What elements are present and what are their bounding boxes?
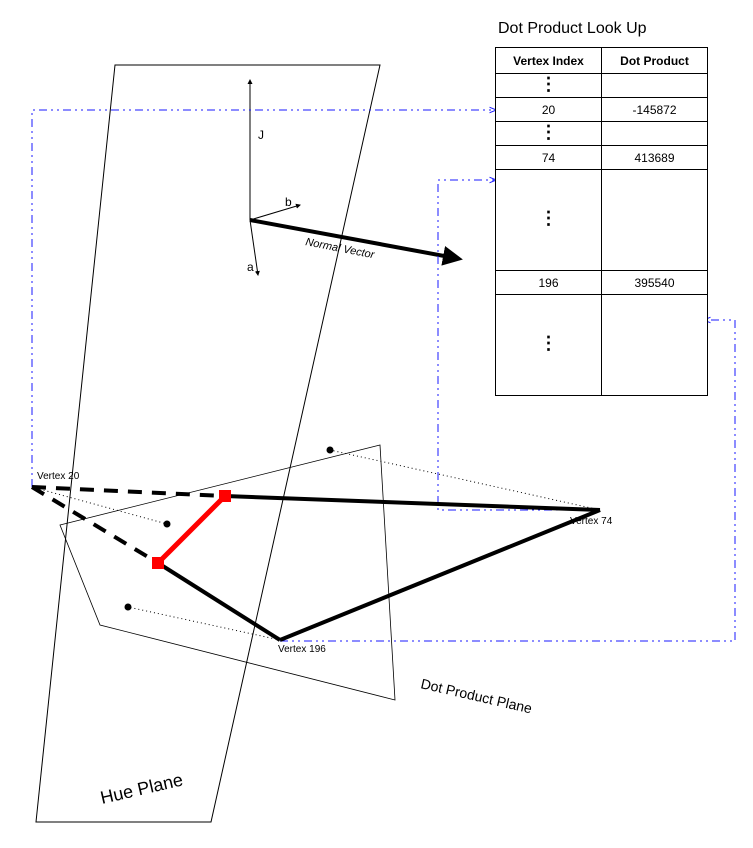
dot-product-plane: [60, 445, 395, 700]
intersection-point-1: [152, 557, 164, 569]
axis-b: [250, 205, 300, 220]
vertex-196-label: Vertex 196: [278, 644, 326, 655]
edge-74-196: [280, 510, 600, 640]
projection-line-1: [32, 487, 167, 524]
projection-dot-2: [125, 604, 132, 611]
normal-vector: [250, 220, 455, 258]
projection-dot-1: [164, 521, 171, 528]
table-title: Dot Product Look Up: [498, 20, 647, 38]
connector-v20_to_table: [32, 110, 495, 487]
projection-dot-0: [327, 447, 334, 454]
axis-J-label: J: [258, 128, 264, 142]
vertex-74-label: Vertex 74: [570, 516, 612, 527]
edge-20-196-hidden: [32, 487, 158, 563]
vertex-20-label: Vertex 20: [37, 471, 79, 482]
axis-b-label: b: [285, 195, 292, 209]
lookup-table: Vertex IndexDot Product⋮20-145872⋮744136…: [495, 47, 708, 396]
edge-20-196-visible: [158, 563, 280, 640]
axis-a-label: a: [247, 260, 254, 274]
hue-plane: [36, 65, 380, 822]
intersection-line: [158, 496, 225, 563]
intersection-point-0: [219, 490, 231, 502]
edge-20-74-hidden: [32, 487, 225, 496]
